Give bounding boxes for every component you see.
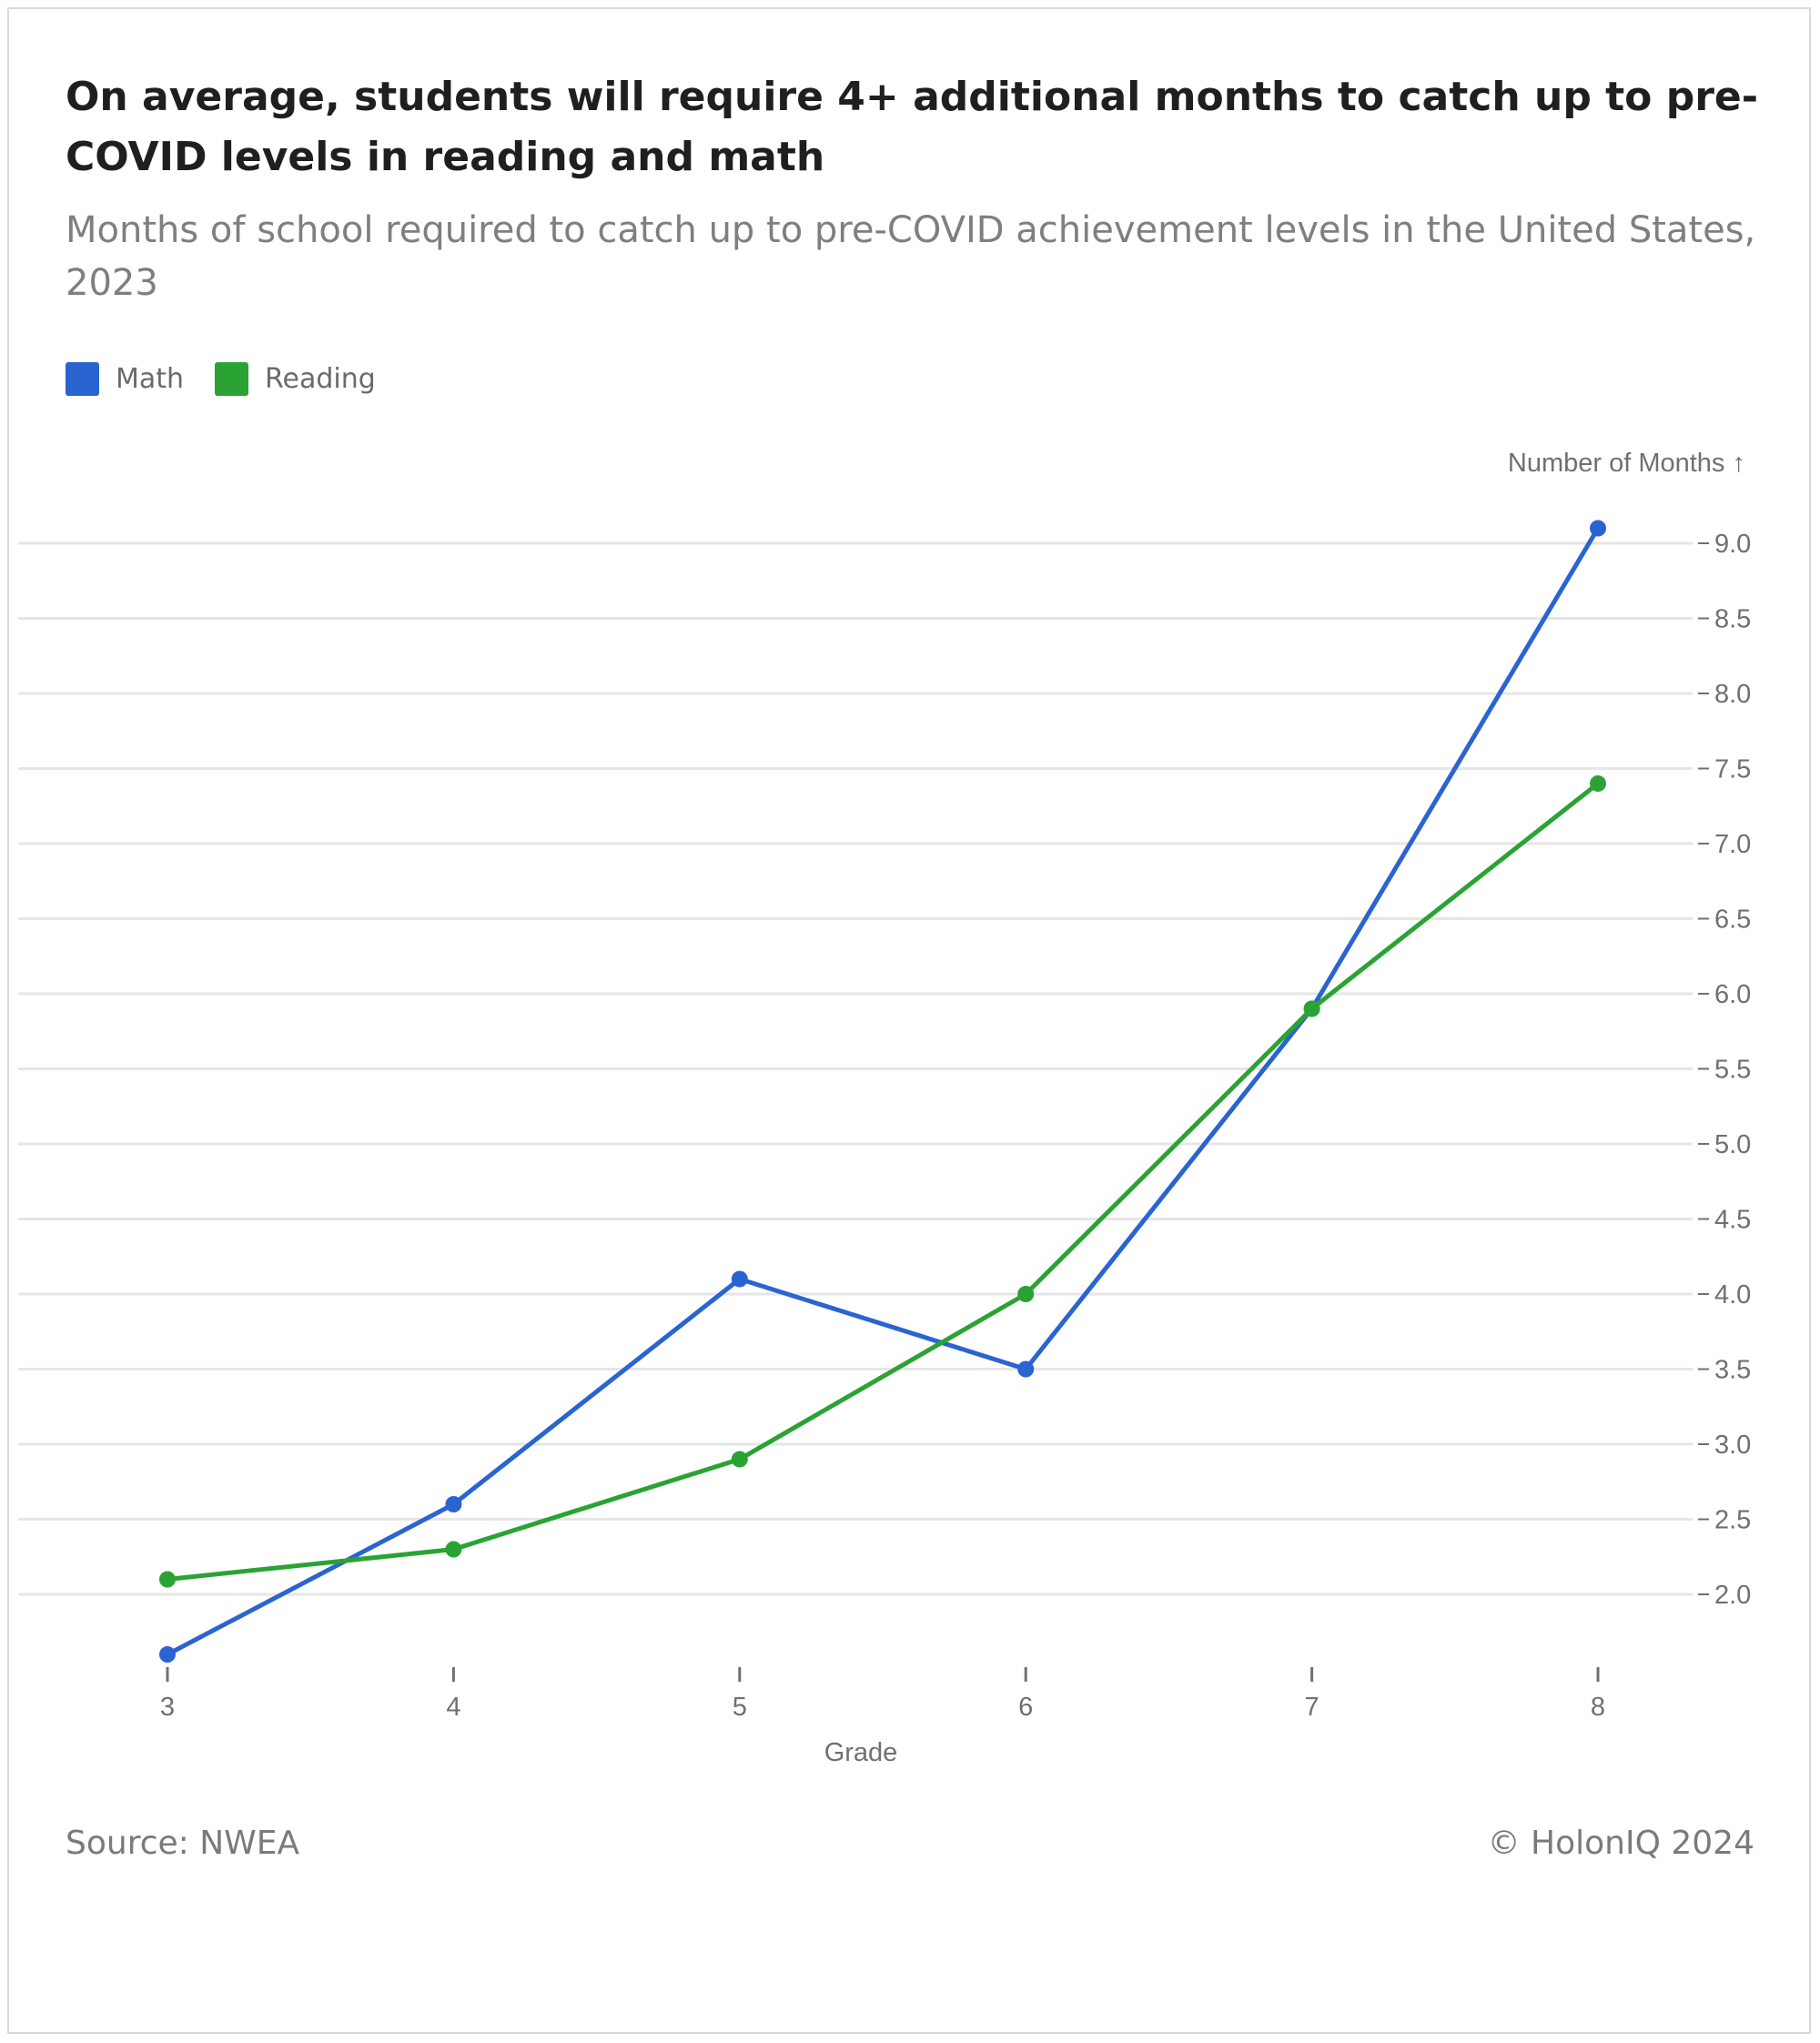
copyright-note: © HolonIQ 2024 [1487, 1825, 1754, 1862]
x-tick-label: 8 [1591, 1693, 1605, 1722]
data-point-math [445, 1496, 462, 1512]
legend-label-math: Math [116, 363, 185, 395]
x-tick-label: 5 [733, 1693, 747, 1722]
y-tick-label: 2.0 [1714, 1581, 1751, 1610]
data-point-reading [731, 1451, 748, 1468]
y-tick-label: 8.5 [1714, 605, 1751, 634]
source-note: Source: NWEA [66, 1825, 300, 1862]
x-tick-label: 7 [1305, 1693, 1320, 1722]
data-point-reading [1303, 1000, 1320, 1017]
y-axis-title: Number of Months ↑ [1508, 449, 1745, 478]
y-tick-label: 2.5 [1714, 1506, 1751, 1535]
y-tick-label: 7.0 [1714, 830, 1751, 859]
y-tick-label: 5.5 [1714, 1056, 1751, 1085]
legend: Math Reading [66, 362, 376, 396]
legend-item-math[interactable]: Math [66, 362, 184, 396]
x-tick-label: 3 [160, 1693, 175, 1722]
series-line-math [165, 526, 1601, 1657]
data-point-reading [445, 1541, 462, 1558]
data-point-math [159, 1646, 176, 1663]
y-tick-label: 3.5 [1714, 1356, 1751, 1385]
legend-label-reading: Reading [265, 363, 376, 395]
y-tick-label: 4.5 [1714, 1206, 1751, 1235]
x-tick-label: 4 [446, 1693, 460, 1722]
axes: 2.0 2.5 3.0 3.5 4.0 4.5 5.0 5.5 6.0 6.5 7.0 7.5 8.0 8… [160, 530, 1751, 1722]
chart-frame [7, 7, 1811, 2034]
line-chart: 2.0 2.5 3.0 3.5 4.0 4.5 5.0 5.5 6.0 6.5 7.0 7.5 8.0 8… [18, 449, 1751, 1767]
data-point-math [1590, 520, 1606, 537]
series-line-reading [165, 781, 1601, 1582]
series [159, 520, 1606, 1663]
chart-title: On average, students will require 4+ add… [66, 74, 1759, 180]
y-tick-label: 6.5 [1714, 905, 1751, 935]
legend-item-reading[interactable]: Reading [215, 362, 376, 396]
legend-swatch-math [66, 362, 99, 396]
chart-subtitle: Months of school required to catch up to… [66, 209, 1756, 304]
x-axis-title: Grade [824, 1738, 898, 1767]
gridlines [18, 541, 1693, 1596]
legend-swatch-reading [215, 362, 249, 396]
y-tick-label: 6.0 [1714, 980, 1751, 1009]
y-tick-label: 7.5 [1714, 755, 1751, 784]
y-tick-label: 4.0 [1714, 1280, 1751, 1310]
y-tick-label: 5.0 [1714, 1130, 1751, 1159]
data-point-math [1017, 1360, 1035, 1378]
x-tick-label: 6 [1018, 1693, 1033, 1722]
data-point-reading [1017, 1286, 1035, 1302]
data-point-reading [1590, 775, 1606, 792]
y-tick-label: 9.0 [1714, 530, 1751, 559]
y-tick-label: 3.0 [1714, 1431, 1751, 1460]
data-point-reading [159, 1571, 176, 1588]
data-point-math [731, 1270, 748, 1288]
y-tick-label: 8.0 [1714, 680, 1751, 709]
